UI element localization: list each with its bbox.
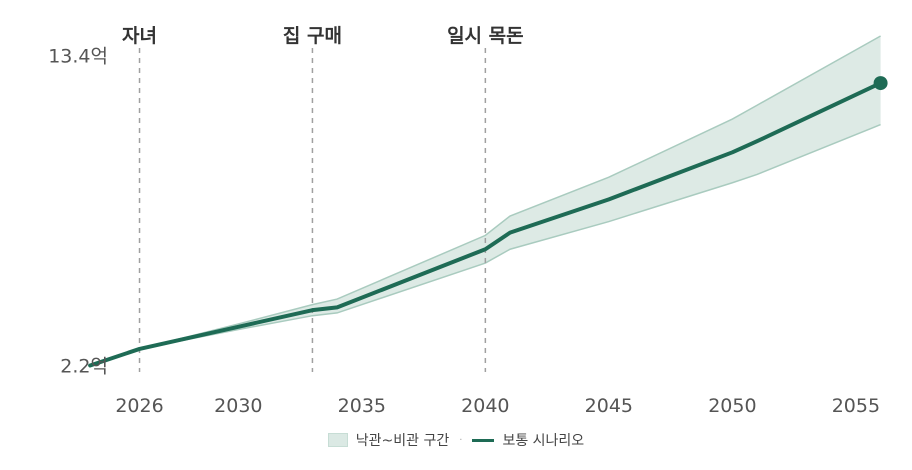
x-tick-label-6: 2055	[832, 395, 880, 417]
x-tick-label-2: 2035	[338, 395, 386, 417]
y-tick-label-1: 13.4억	[48, 45, 108, 67]
x-tick-label-4: 2045	[585, 395, 633, 417]
legend-label-band: 낙관~비관 구간	[355, 433, 450, 449]
x-tick-label-1: 2030	[214, 395, 262, 417]
scenario-line	[88, 81, 883, 368]
y-tick-label-0: 2.2억	[60, 356, 108, 378]
legend-item-line: 보통 시나리오	[472, 430, 584, 450]
scenario-end-point	[873, 76, 888, 91]
event-label-2: 일시 목돈	[447, 25, 524, 47]
x-tick-label-0: 2026	[115, 395, 163, 417]
legend-separator: ·	[459, 434, 463, 446]
x-tick-label-3: 2040	[461, 395, 509, 417]
legend: 낙관~비관 구간 · 보통 시나리오	[0, 430, 912, 450]
legend-swatch-line	[472, 438, 495, 442]
legend-label-line: 보통 시나리오	[502, 433, 585, 449]
legend-swatch-band	[327, 433, 348, 447]
legend-item-band: 낙관~비관 구간	[327, 430, 450, 450]
x-tick-label-5: 2050	[708, 395, 756, 417]
event-label-0: 자녀	[122, 25, 157, 47]
event-label-1: 집 구매	[283, 25, 342, 47]
